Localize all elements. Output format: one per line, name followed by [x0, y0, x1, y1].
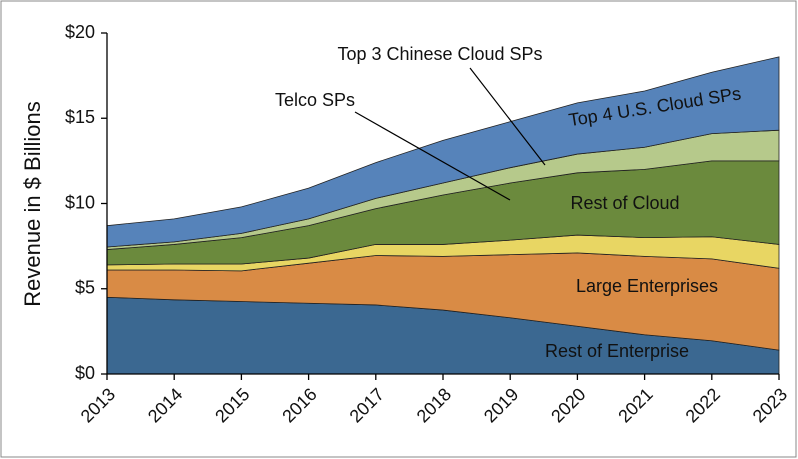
series-label: Top 3 Chinese Cloud SPs [337, 44, 542, 64]
leader-line [469, 67, 546, 166]
y-tick-label: $5 [75, 278, 95, 298]
y-tick-label: $0 [75, 363, 95, 383]
y-tick-label: $10 [65, 192, 95, 212]
series-label: Rest of Enterprise [545, 341, 689, 361]
y-tick-label: $15 [65, 107, 95, 127]
area [106, 56, 780, 248]
y-tick-label: $20 [65, 22, 95, 42]
y-axis-label: Revenue in $ Billions [20, 101, 45, 306]
series-label: Rest of Cloud [570, 193, 679, 213]
leader-line [354, 111, 511, 201]
series-label: Large Enterprises [576, 276, 718, 296]
series-label: Telco SPs [275, 90, 355, 110]
